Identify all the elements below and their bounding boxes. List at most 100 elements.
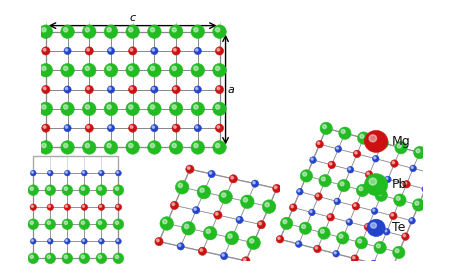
Circle shape (353, 256, 355, 259)
Circle shape (44, 87, 46, 90)
Circle shape (394, 194, 406, 206)
Circle shape (30, 255, 34, 258)
Circle shape (65, 171, 67, 173)
Circle shape (85, 124, 93, 132)
Circle shape (98, 255, 101, 258)
Circle shape (198, 247, 207, 255)
Circle shape (39, 25, 53, 38)
Bar (33, 156, 118, 258)
Circle shape (357, 132, 370, 144)
Circle shape (173, 87, 176, 90)
Circle shape (81, 255, 84, 258)
Circle shape (200, 249, 202, 251)
Circle shape (329, 163, 332, 165)
Circle shape (341, 130, 345, 133)
Circle shape (222, 254, 224, 256)
Circle shape (107, 28, 111, 32)
Circle shape (61, 141, 74, 154)
Circle shape (85, 143, 90, 148)
Circle shape (389, 265, 396, 272)
Circle shape (191, 141, 205, 154)
Circle shape (44, 126, 46, 128)
Circle shape (150, 66, 155, 70)
Circle shape (28, 185, 38, 196)
Circle shape (47, 221, 51, 224)
Circle shape (65, 205, 67, 207)
Circle shape (169, 102, 183, 116)
Circle shape (303, 172, 307, 176)
Circle shape (278, 237, 280, 240)
Circle shape (64, 28, 68, 32)
Circle shape (45, 185, 55, 196)
Circle shape (375, 189, 387, 201)
Circle shape (147, 64, 161, 77)
Circle shape (374, 241, 386, 254)
Circle shape (215, 124, 224, 132)
Circle shape (147, 102, 161, 116)
Circle shape (265, 202, 269, 207)
Circle shape (42, 28, 46, 32)
Circle shape (335, 199, 337, 202)
Circle shape (410, 165, 417, 172)
Circle shape (316, 194, 319, 197)
Circle shape (28, 253, 38, 264)
Circle shape (397, 144, 401, 148)
Circle shape (210, 172, 212, 174)
Circle shape (337, 147, 338, 149)
Circle shape (340, 182, 344, 186)
Circle shape (96, 253, 107, 264)
Text: a: a (228, 84, 235, 95)
Circle shape (179, 244, 181, 247)
Circle shape (172, 86, 180, 94)
Circle shape (243, 198, 247, 202)
Circle shape (128, 86, 137, 94)
Circle shape (403, 180, 410, 188)
Circle shape (45, 253, 55, 264)
Circle shape (428, 169, 436, 177)
Circle shape (28, 219, 38, 230)
Circle shape (152, 87, 155, 90)
Circle shape (64, 125, 71, 132)
Circle shape (217, 126, 219, 128)
Circle shape (64, 187, 67, 190)
Circle shape (373, 209, 375, 211)
Circle shape (191, 64, 205, 77)
Circle shape (347, 220, 349, 222)
Circle shape (215, 213, 218, 215)
Circle shape (351, 255, 358, 262)
Circle shape (206, 229, 210, 233)
Circle shape (30, 238, 36, 244)
Circle shape (191, 102, 205, 116)
Circle shape (39, 102, 53, 116)
Circle shape (107, 125, 115, 132)
Circle shape (372, 262, 374, 263)
Circle shape (355, 152, 357, 154)
Circle shape (339, 127, 351, 139)
Circle shape (422, 186, 428, 192)
Circle shape (221, 193, 226, 197)
Circle shape (328, 161, 336, 169)
Circle shape (411, 166, 413, 169)
Circle shape (276, 235, 284, 243)
Circle shape (273, 184, 281, 192)
Circle shape (334, 252, 336, 254)
Circle shape (367, 172, 369, 175)
Circle shape (339, 234, 343, 238)
Circle shape (392, 161, 394, 164)
Circle shape (169, 141, 183, 154)
Circle shape (295, 241, 302, 248)
Circle shape (283, 220, 287, 224)
Circle shape (81, 187, 84, 190)
Circle shape (32, 240, 33, 241)
Circle shape (177, 243, 184, 250)
Circle shape (79, 219, 90, 230)
Circle shape (200, 188, 204, 192)
Circle shape (44, 48, 46, 51)
Circle shape (48, 171, 50, 173)
Circle shape (365, 171, 373, 178)
Circle shape (172, 203, 174, 205)
Circle shape (410, 219, 412, 221)
Circle shape (257, 221, 265, 229)
Circle shape (128, 143, 133, 148)
Circle shape (128, 105, 133, 109)
